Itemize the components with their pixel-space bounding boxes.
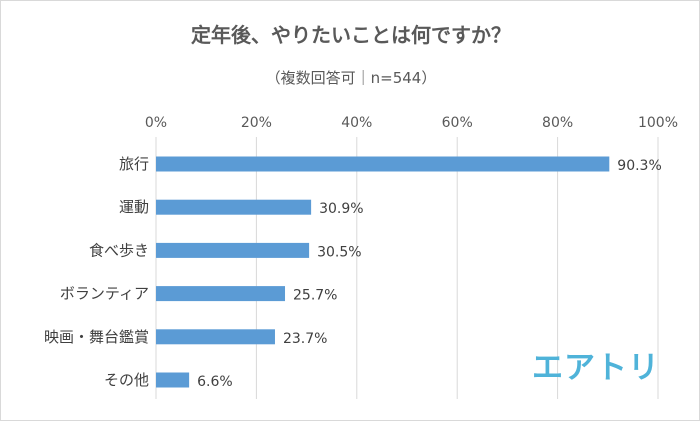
bar-4 xyxy=(156,286,286,302)
x-tick-label-80: 80% xyxy=(542,115,573,131)
value-label-3: 30.5% xyxy=(317,244,361,260)
value-label-5: 23.7% xyxy=(283,331,327,347)
x-tick-label-100: 100% xyxy=(638,115,678,131)
chart-subtitle: （複数回答可｜n=544） xyxy=(265,69,437,87)
bar-1 xyxy=(156,156,610,172)
x-tick-label-40: 40% xyxy=(341,115,372,131)
category-label-6: その他 xyxy=(104,371,149,389)
category-label-5: 映画・舞台鑑賞 xyxy=(44,328,149,346)
value-label-6: 6.6% xyxy=(197,374,233,390)
category-label-2: 運動 xyxy=(119,198,149,216)
category-label-3: 食べ歩き xyxy=(89,241,149,259)
airtrip-logo: エアトリ xyxy=(532,350,660,386)
value-label-2: 30.9% xyxy=(319,201,363,217)
x-tick-label-20: 20% xyxy=(241,115,272,131)
bar-3 xyxy=(156,242,310,258)
x-tick-label-60: 60% xyxy=(442,115,473,131)
value-label-1: 90.3% xyxy=(617,158,661,174)
bar-6 xyxy=(156,372,190,388)
chart-title: 定年後、やりたいことは何ですか？ xyxy=(191,23,511,47)
category-label-1: 旅行 xyxy=(119,155,149,173)
x-tick-label-0: 0% xyxy=(145,115,167,131)
value-label-4: 25.7% xyxy=(293,288,337,304)
category-label-4: ボランティア xyxy=(60,285,149,303)
bar-2 xyxy=(156,199,312,215)
bar-5 xyxy=(156,329,275,345)
